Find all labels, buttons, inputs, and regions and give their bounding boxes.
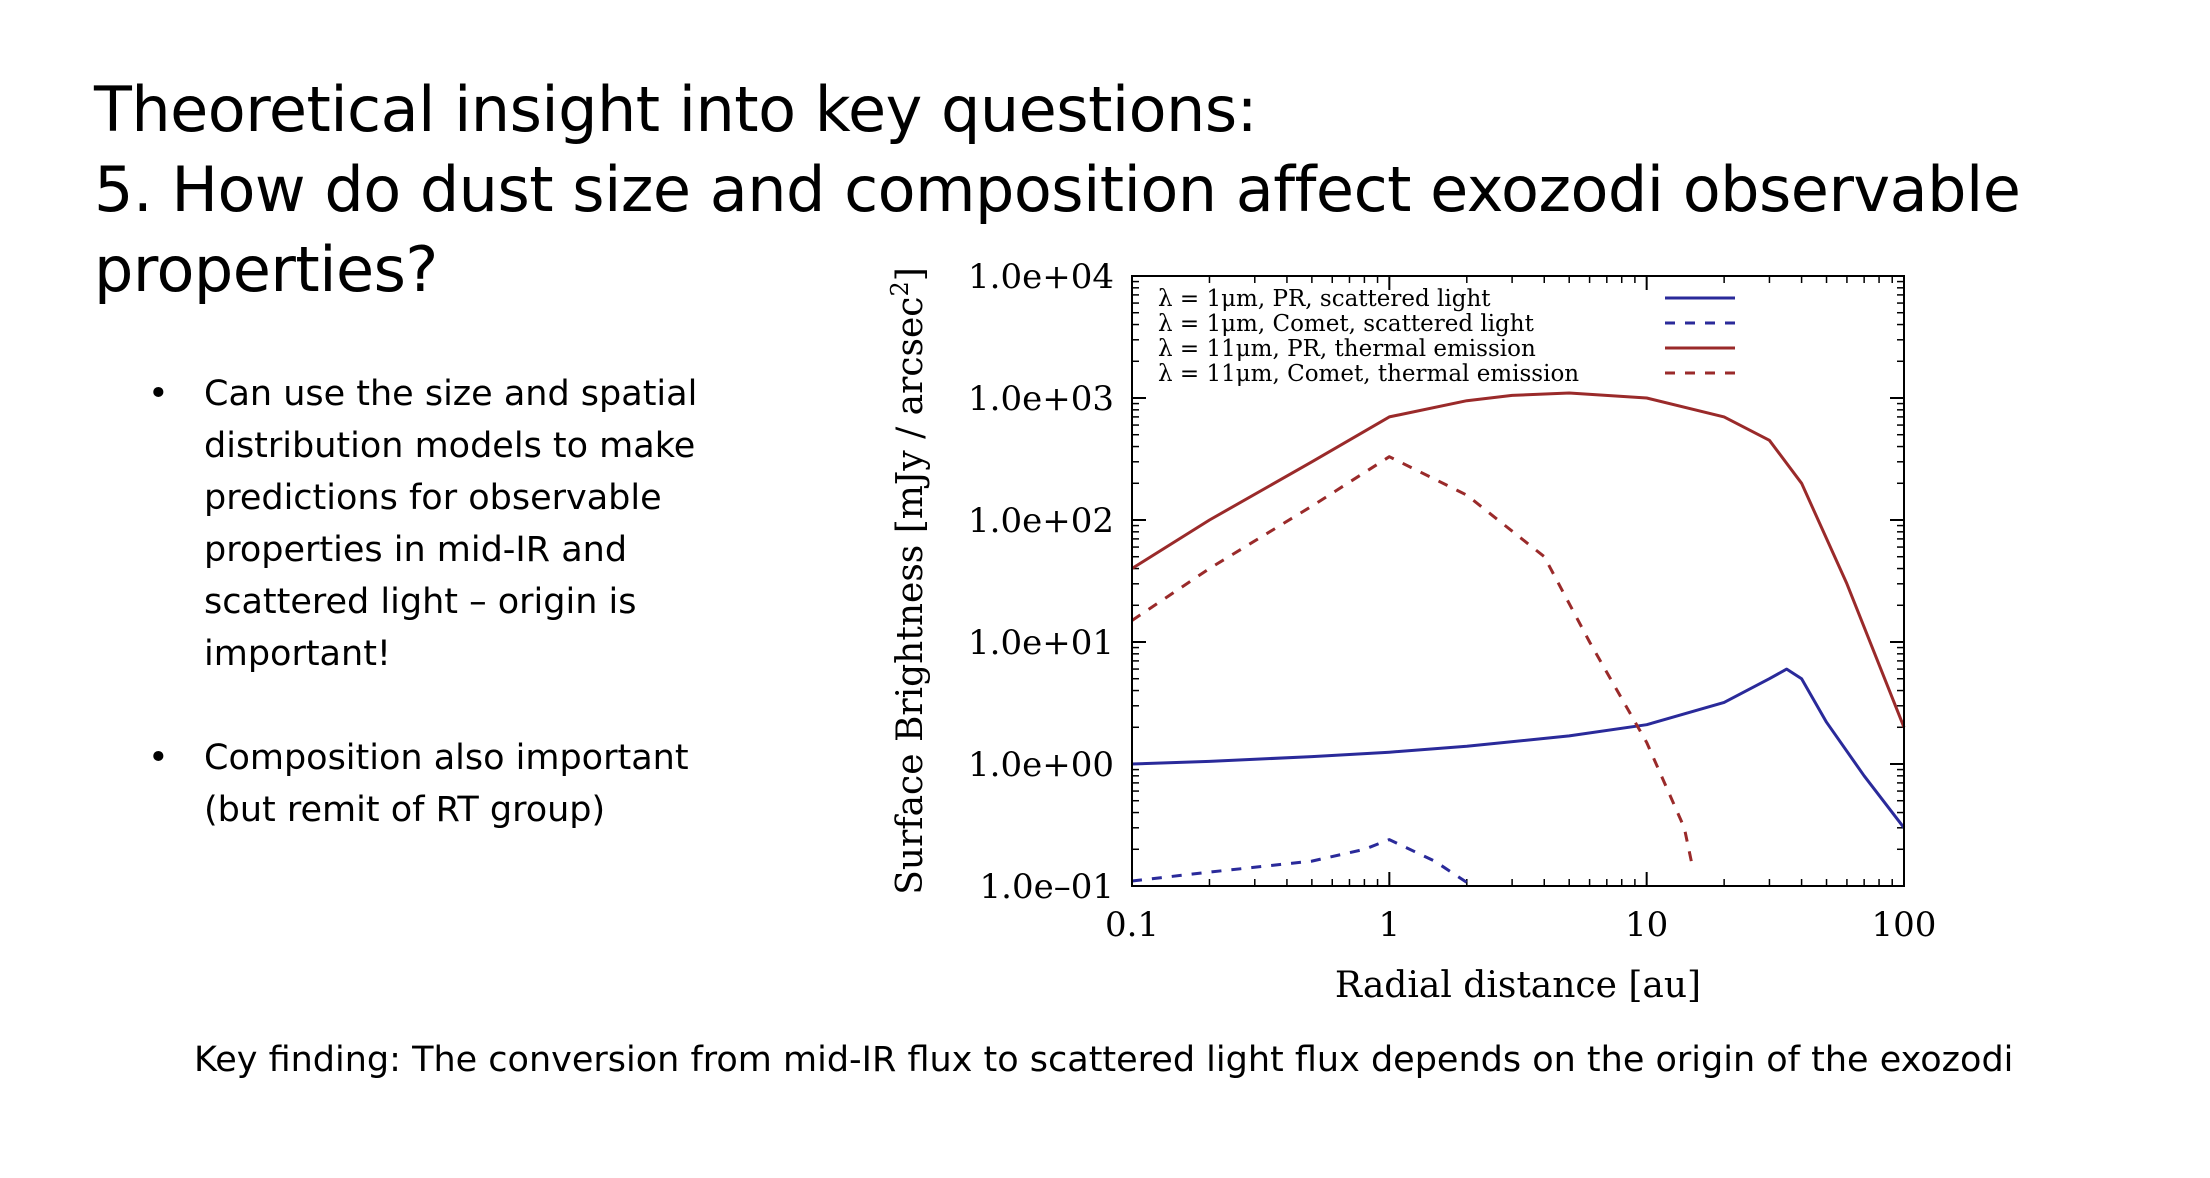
bullet-dot: • bbox=[148, 738, 169, 778]
bullet-item: • Composition also important (but remit … bbox=[148, 732, 748, 836]
bullet-line: Composition also important bbox=[204, 738, 689, 778]
slide-title: Theoretical insight into key questions: … bbox=[94, 70, 2210, 310]
bullet-line: important! bbox=[204, 634, 391, 674]
bullet-line: scattered light – origin is bbox=[204, 582, 637, 622]
bullet-list: • Can use the size and spatial distribut… bbox=[148, 368, 748, 888]
y-tick-label: 1.0e+01 bbox=[968, 623, 1114, 663]
bullet-line: distribution models to make bbox=[204, 426, 696, 466]
bullet-line: predictions for observable bbox=[204, 478, 662, 518]
x-axis-label: Radial distance [au] bbox=[1335, 965, 1701, 1006]
plot-frame bbox=[1131, 275, 1905, 887]
x-tick-label: 0.1 bbox=[1105, 905, 1159, 945]
legend-label: λ = 11μm, PR, thermal emission bbox=[1158, 336, 1536, 362]
y-tick-label: 1.0e+00 bbox=[968, 745, 1114, 785]
surface-brightness-chart: 0.1 1 10 100 1.0e–01 1.0e+00 1.0e+01 1.0e+02 1.0… bbox=[886, 257, 1936, 1006]
x-tick-label: 10 bbox=[1625, 905, 1668, 945]
y-tick-label: 1.0e+03 bbox=[968, 379, 1114, 419]
y-axis-label-sup: 2 bbox=[886, 281, 914, 296]
series-line-2 bbox=[1131, 838, 1474, 888]
y-tick-label: 1.0e+02 bbox=[968, 501, 1114, 541]
y-axis-label-text: Surface Brightness [mJy / arcsec bbox=[890, 297, 931, 895]
bullet-item: • Can use the size and spatial distribut… bbox=[148, 368, 748, 680]
x-tick-label: 1 bbox=[1379, 905, 1401, 945]
x-tick-label: 100 bbox=[1872, 905, 1937, 945]
legend-label: λ = 11μm, Comet, thermal emission bbox=[1158, 361, 1579, 387]
series-line-1 bbox=[1131, 667, 1906, 829]
bullet-line: (but remit of RT group) bbox=[204, 790, 606, 830]
y-axis-label: Surface Brightness [mJy / arcsec2] bbox=[886, 267, 931, 895]
legend-label: λ = 1μm, PR, scattered light bbox=[1158, 286, 1491, 312]
chart-series-lines bbox=[1131, 391, 1906, 888]
y-tick-label: 1.0e–01 bbox=[980, 867, 1114, 907]
bullet-dot: • bbox=[148, 374, 169, 414]
title-line-2: 5. How do dust size and composition affe… bbox=[94, 153, 2021, 306]
y-tick-label: 1.0e+04 bbox=[968, 257, 1114, 297]
y-axis-label-close: ] bbox=[890, 267, 931, 281]
series-line-4 bbox=[1131, 455, 1694, 865]
key-finding: Key finding: The conversion from mid-IR … bbox=[194, 1040, 2014, 1080]
series-line-3 bbox=[1131, 391, 1906, 728]
title-line-1: Theoretical insight into key questions: bbox=[94, 73, 1258, 146]
chart-ticks: 0.1 1 10 100 1.0e–01 1.0e+00 1.0e+01 1.0e+02 1.0… bbox=[968, 257, 1936, 945]
legend-label: λ = 1μm, Comet, scattered light bbox=[1158, 311, 1535, 337]
bullet-line: properties in mid-IR and bbox=[204, 530, 628, 570]
bullet-line: Can use the size and spatial bbox=[204, 374, 698, 414]
